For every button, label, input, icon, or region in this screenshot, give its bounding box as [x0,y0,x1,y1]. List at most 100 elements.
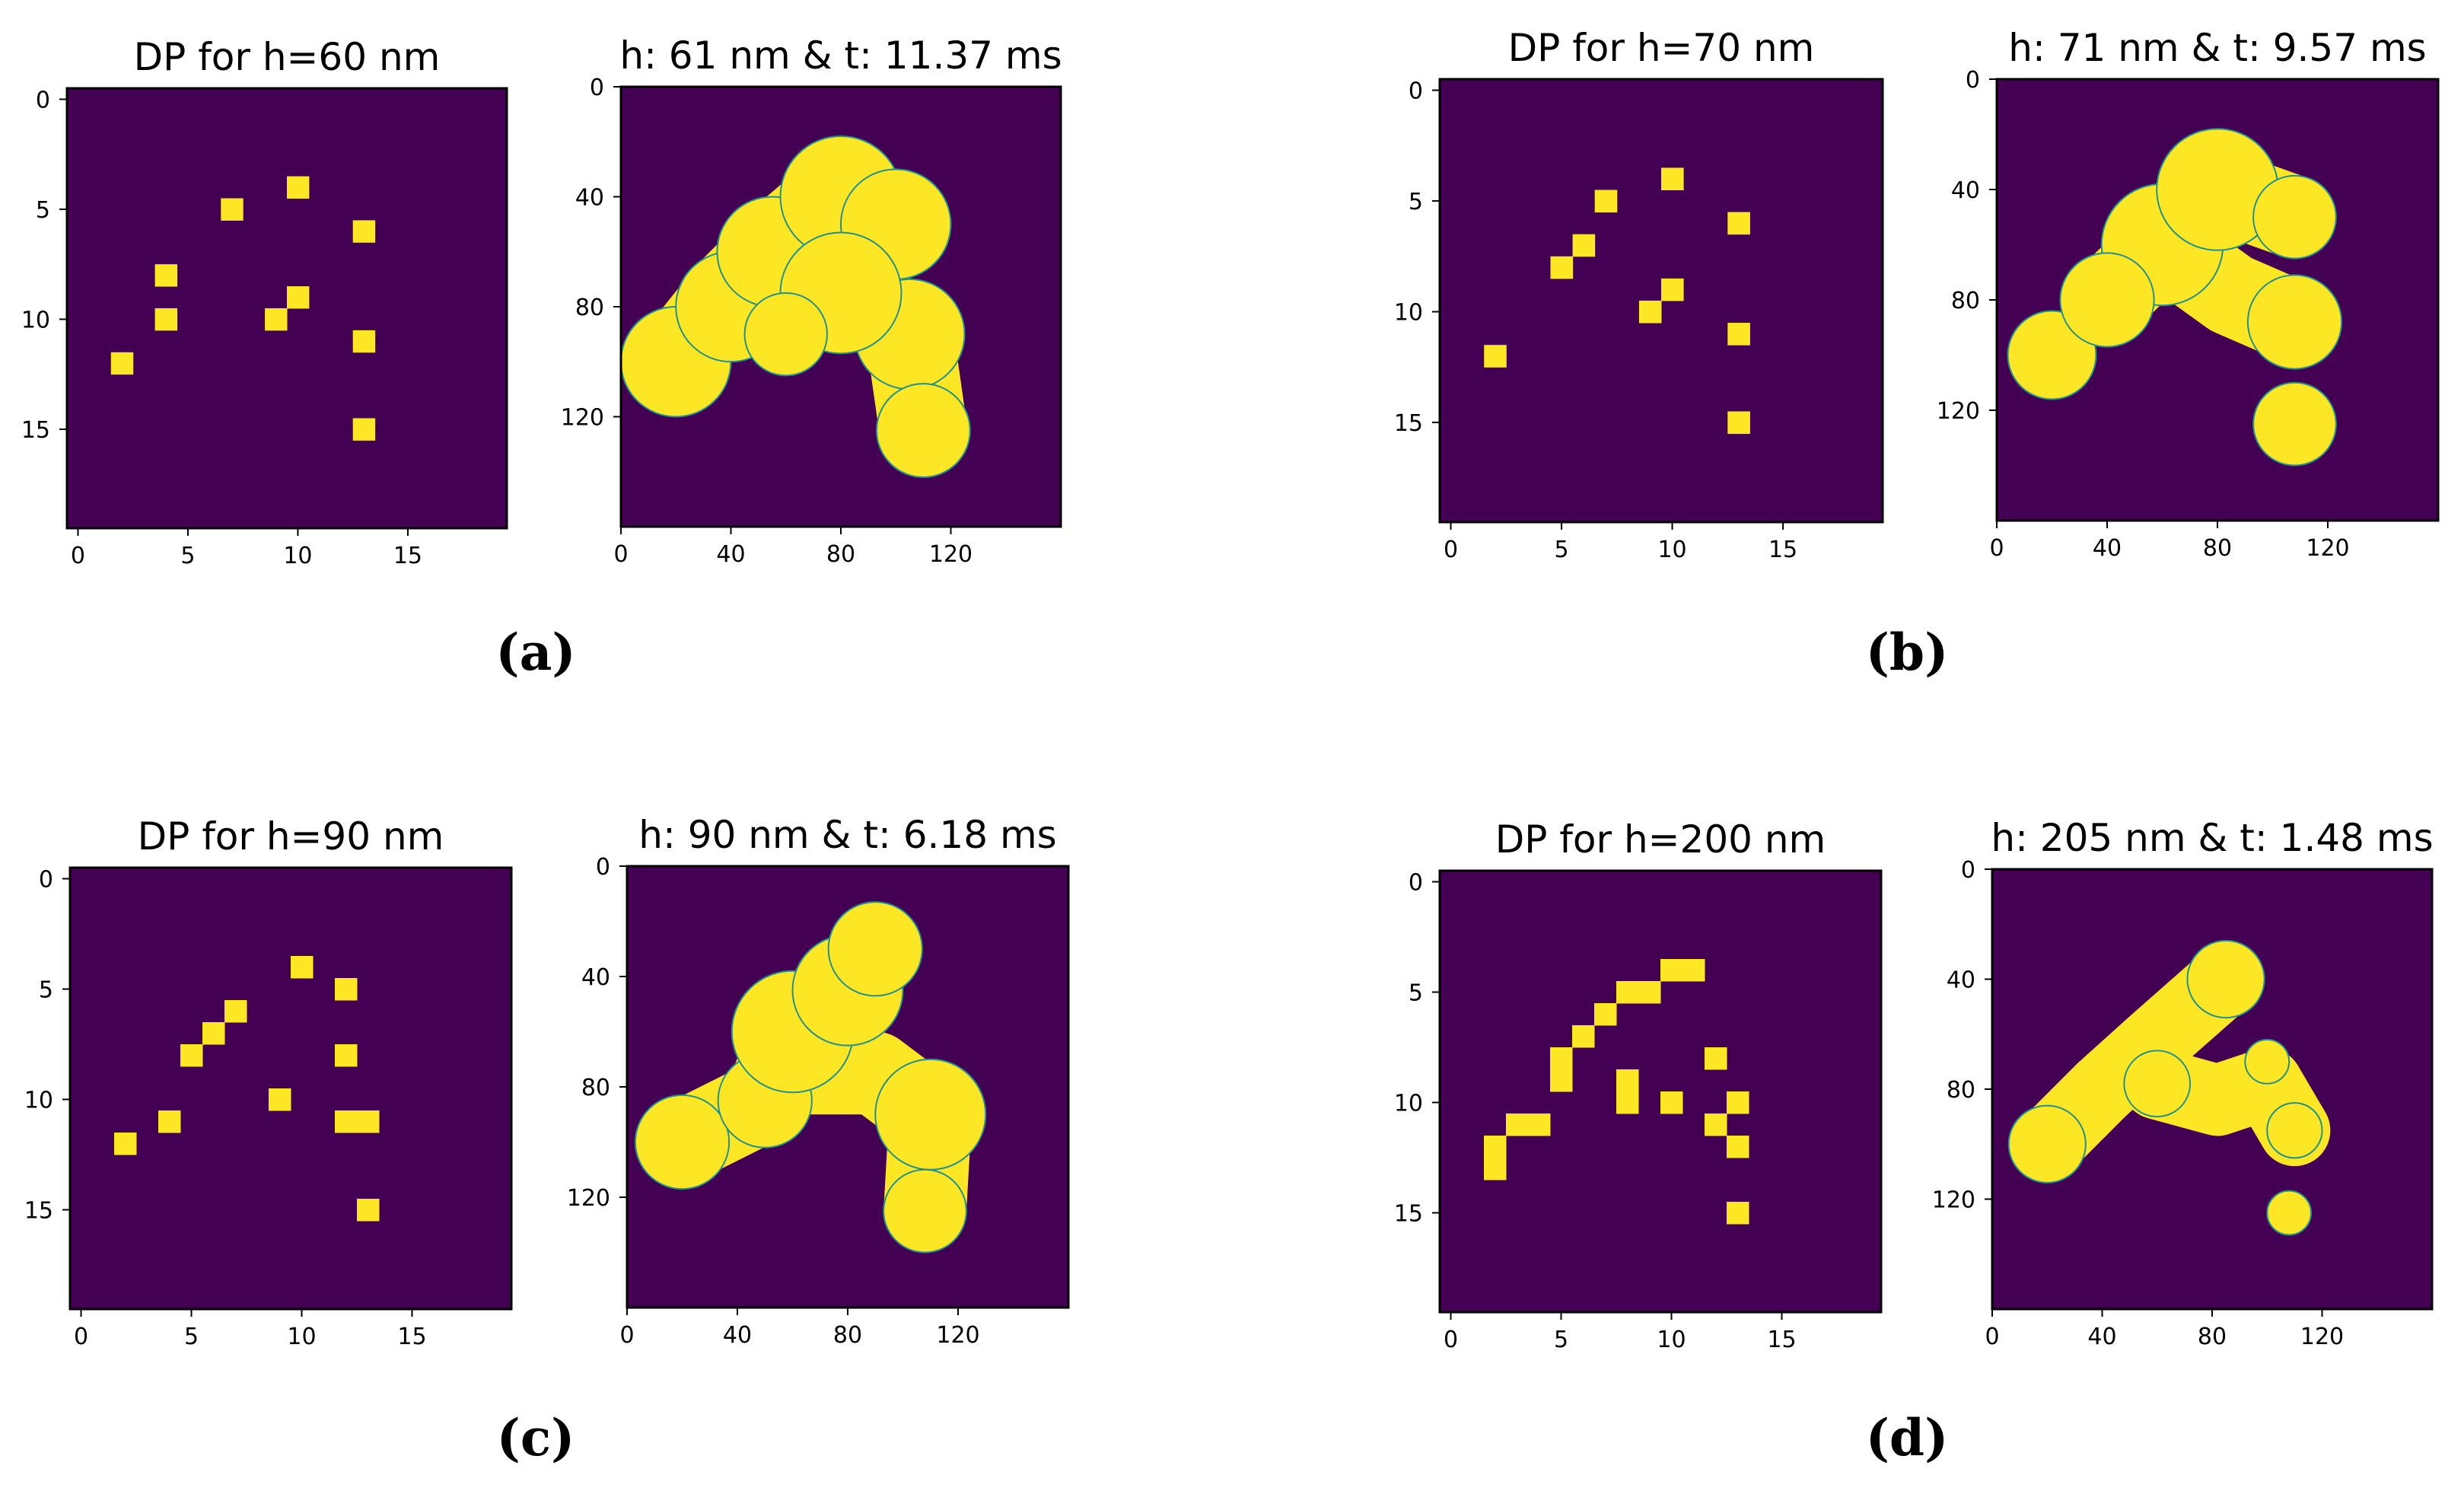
grid-cell [154,264,177,287]
grid-cell [1682,959,1705,982]
plot-title: DP for h=200 nm [1495,817,1826,862]
x-tick-label: 120 [2306,535,2349,562]
axes-frame [68,866,513,1311]
shape-blob [634,1094,731,1190]
x-tick-label: 0 [613,541,628,568]
grid-cell [357,1199,380,1222]
grid-cell [1661,278,1684,301]
shape-blob [2246,274,2343,370]
y-tick-label: 80 [581,1075,610,1101]
x-tick-label: 80 [833,1322,862,1349]
grid-cell [352,418,376,441]
x-tick-label: 40 [2087,1324,2116,1350]
dp-grid-plot: DP for h=200 nm 0 5 10 15 0 5 10 15 [1394,817,1883,1353]
y-tick-label: 0 [596,854,610,881]
shape-blob [2123,1050,2192,1118]
grid-cell [1660,959,1683,982]
panel-a: DP for h=60 nm 0 5 10 15 0 5 10 15 h: 61 nm & t: … [21,33,1062,682]
grid-cell [1484,1136,1507,1158]
dp-grid-plot: DP for h=90 nm 0 5 10 15 0 5 10 15 [24,814,513,1350]
x-tick-label: 80 [2203,535,2232,562]
y-tick-label: 15 [21,417,50,444]
grid-cell [352,330,376,353]
grid-cell [1594,1003,1617,1026]
grid-cell [1484,345,1507,368]
y-tick-label: 80 [1947,1077,1975,1104]
x-tick-label: 40 [2093,535,2122,562]
x-tick-label: 0 [71,543,85,569]
grid-cell [335,1110,358,1133]
grid-cell [1661,167,1684,190]
y-tick-label: 10 [21,307,50,333]
y-tick-label: 0 [36,87,50,113]
y-tick-label: 0 [39,867,53,894]
grid-cell [224,1000,247,1023]
x-tick-label: 80 [826,541,855,568]
x-tick-label: 15 [1768,537,1797,563]
x-tick-label: 0 [1444,537,1458,563]
grid-cell [1638,981,1661,1004]
x-tick-label: 0 [619,1322,634,1349]
panel-caption: (b) [1866,623,1949,682]
y-tick-label: 120 [567,1185,610,1212]
grid-cell [1727,411,1750,435]
shape-blob [2252,381,2337,467]
shape-blob [2186,939,2265,1019]
simulation-plot: h: 61 nm & t: 11.37 ms 0 40 80 120 0 40 80 120 [561,33,1062,568]
panel-d: DP for h=200 nm 0 5 10 15 0 5 10 15 h: 205 nm & t… [1394,816,2434,1467]
grid-cell [180,1044,203,1067]
y-tick-label: 5 [1409,980,1423,1007]
y-tick-label: 0 [1966,67,1980,94]
grid-cell [1484,1158,1507,1180]
axes-frame [65,87,508,530]
panel-caption: (d) [1866,1408,1949,1467]
grid-cell [1550,1047,1573,1070]
x-tick-label: 120 [2300,1324,2344,1350]
grid-cell [154,308,177,331]
grid-cell [1594,190,1618,213]
y-tick-label: 120 [1937,398,1980,425]
y-tick-label: 80 [575,295,604,321]
grid-cell [265,308,288,331]
grid-cell [114,1133,137,1155]
simulated-shape [2007,128,2343,467]
grid-cell [110,352,134,375]
y-tick-label: 5 [1409,189,1423,215]
simulated-shape [634,901,987,1254]
axes-frame [1438,78,1884,524]
shape-blob [2266,1102,2323,1159]
x-tick-label: 5 [1554,1327,1568,1353]
grid-cell [1572,234,1596,257]
grid-cell [1727,1136,1749,1158]
dp-grid-plot: DP for h=70 nm 0 5 10 15 0 5 10 15 [1394,26,1884,563]
simulation-plot: h: 71 nm & t: 9.57 ms 0 40 80 120 0 40 80 120 [1937,26,2440,562]
x-tick-label: 40 [716,541,745,568]
grid-cell [1550,1069,1573,1092]
plot-title: h: 90 nm & t: 6.18 ms [638,813,1056,857]
panel-c: DP for h=90 nm 0 5 10 15 0 5 10 15 h: 90 nm & t: … [24,813,1070,1467]
x-tick-label: 120 [929,541,973,568]
shape-blob [2252,174,2337,260]
x-tick-label: 15 [1767,1327,1796,1353]
simulated-shape [2007,939,2331,1236]
shape-blob [875,383,971,478]
grid-cell [1638,301,1662,323]
grid-cell [1506,1114,1529,1136]
y-tick-label: 10 [1394,300,1423,327]
x-tick-label: 10 [1657,1327,1686,1353]
axes-frame [1438,869,1883,1314]
y-tick-label: 40 [581,964,610,991]
panel-caption: (a) [495,623,575,682]
shape-blob [2244,1038,2291,1085]
grid-cell [1727,212,1750,235]
grid-cell [335,978,358,1001]
y-tick-label: 0 [1409,78,1423,105]
simulated-shape [621,135,971,478]
x-tick-label: 5 [1555,537,1569,563]
y-tick-label: 40 [1951,177,1980,204]
grid-cell [158,1110,181,1133]
simulation-plot: h: 205 nm & t: 1.48 ms 0 40 80 120 0 40 80 120 [1932,816,2434,1350]
x-tick-label: 5 [184,1324,199,1350]
grid-cell [1705,1114,1727,1136]
x-tick-label: 80 [2198,1324,2227,1350]
